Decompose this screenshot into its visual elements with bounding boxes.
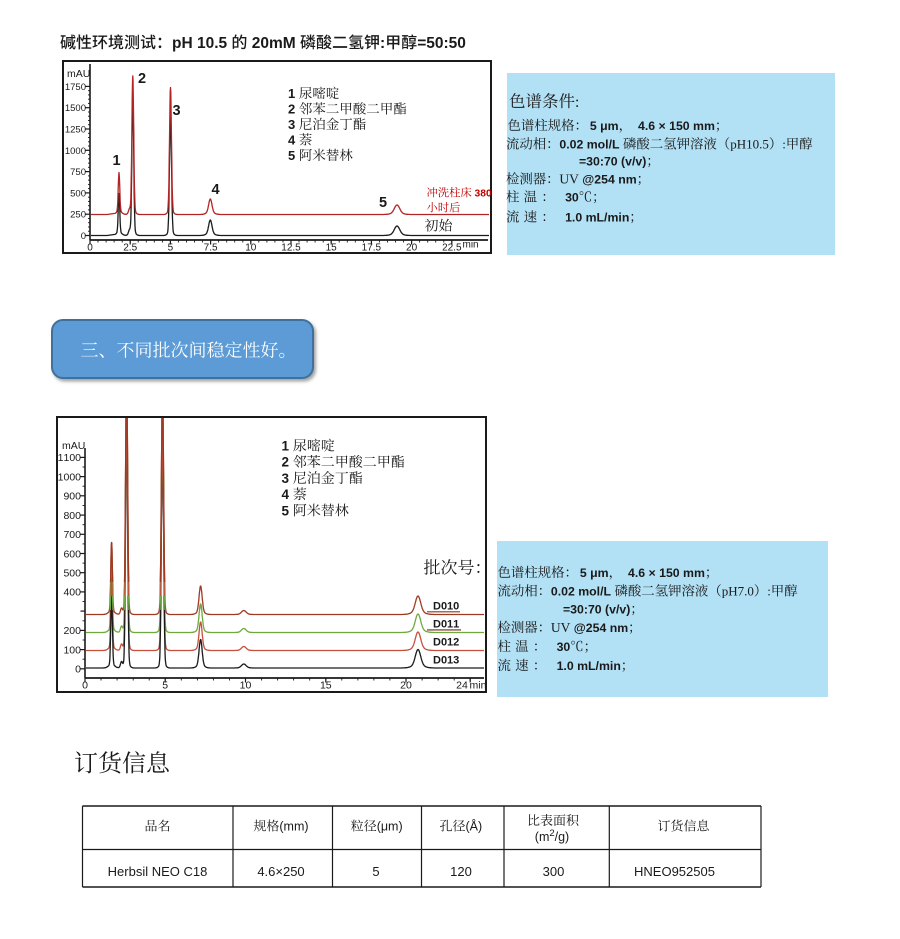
- svg-text:1: 1: [282, 439, 293, 454]
- svg-text:@254 nm: @254 nm: [582, 173, 636, 187]
- svg-text:1500: 1500: [65, 103, 86, 114]
- svg-text:3: 3: [288, 117, 299, 132]
- svg-text:15: 15: [326, 243, 338, 254]
- svg-text:380: 380: [472, 189, 492, 200]
- svg-text:(μm): (μm): [377, 820, 403, 834]
- svg-text:0: 0: [82, 680, 88, 692]
- svg-text:1250: 1250: [65, 125, 86, 136]
- svg-text:4.6×250: 4.6×250: [257, 864, 304, 879]
- svg-text:120: 120: [450, 864, 472, 879]
- svg-text:500: 500: [70, 188, 86, 199]
- svg-text:2: 2: [282, 455, 293, 470]
- svg-text:@254 nm: @254 nm: [574, 621, 628, 635]
- svg-text:20: 20: [406, 243, 418, 254]
- svg-text:D012: D012: [433, 637, 459, 649]
- svg-text::: :: [767, 584, 771, 599]
- svg-text:5: 5: [288, 148, 299, 163]
- svg-text:UV: UV: [559, 172, 582, 187]
- svg-text:2.5: 2.5: [123, 243, 137, 254]
- svg-text:4: 4: [288, 133, 299, 148]
- svg-text:pH7.0: pH7.0: [722, 584, 754, 599]
- svg-text:1: 1: [288, 86, 299, 101]
- svg-text:200: 200: [63, 625, 81, 637]
- svg-text:3: 3: [172, 103, 180, 119]
- svg-text:=30:70 (v/v): =30:70 (v/v): [579, 155, 646, 169]
- svg-text:22.5: 22.5: [442, 243, 462, 254]
- svg-text:4.6 × 150 mm: 4.6 × 150 mm: [628, 566, 705, 580]
- svg-text:10: 10: [240, 680, 252, 692]
- svg-text:800: 800: [63, 510, 81, 522]
- svg-text:20mM: 20mM: [247, 35, 300, 52]
- svg-text:4: 4: [282, 487, 293, 502]
- svg-text:750: 750: [70, 167, 86, 178]
- svg-text:0: 0: [81, 231, 86, 242]
- svg-text:5: 5: [162, 680, 168, 692]
- svg-text:min: min: [463, 240, 479, 251]
- svg-text:24: 24: [456, 680, 468, 692]
- svg-text:10: 10: [245, 243, 257, 254]
- svg-text:1000: 1000: [65, 146, 86, 157]
- svg-text::: :: [782, 137, 786, 152]
- svg-text:900: 900: [63, 491, 81, 503]
- svg-text::: :: [575, 94, 579, 111]
- svg-text:12.5: 12.5: [281, 243, 301, 254]
- svg-text:D010: D010: [433, 600, 459, 612]
- svg-text:(mm): (mm): [279, 820, 308, 834]
- svg-text:30: 30: [557, 640, 571, 654]
- svg-text:5: 5: [379, 195, 387, 211]
- svg-text:700: 700: [63, 529, 81, 541]
- svg-text:1750: 1750: [65, 82, 86, 93]
- svg-text:17.5: 17.5: [362, 243, 382, 254]
- svg-text:400: 400: [63, 587, 81, 599]
- svg-text:4: 4: [211, 182, 219, 198]
- svg-text:Herbsil NEO C18: Herbsil NEO C18: [108, 864, 208, 879]
- svg-text:=50:50: =50:50: [417, 35, 466, 52]
- svg-text:0.02 mol/L: 0.02 mol/L: [551, 585, 615, 599]
- svg-text:5: 5: [282, 503, 293, 518]
- svg-text:(Å): (Å): [466, 819, 483, 834]
- svg-text:100: 100: [63, 644, 81, 656]
- svg-text:4.6 × 150 mm: 4.6 × 150 mm: [638, 119, 715, 133]
- svg-text:250: 250: [70, 210, 86, 221]
- svg-text:1: 1: [112, 153, 120, 169]
- svg-text:0: 0: [87, 243, 93, 254]
- svg-text:5: 5: [168, 243, 174, 254]
- svg-text:mAU: mAU: [62, 440, 85, 452]
- svg-text:3: 3: [282, 471, 293, 486]
- svg-text:5 μm: 5 μm: [590, 119, 619, 133]
- svg-text:D011: D011: [433, 619, 459, 631]
- svg-text:15: 15: [320, 680, 332, 692]
- svg-text:1.0 mL/min: 1.0 mL/min: [557, 659, 621, 673]
- svg-text:2: 2: [549, 828, 554, 839]
- svg-text:min: min: [470, 680, 487, 692]
- svg-text:1100: 1100: [58, 452, 82, 464]
- svg-text::: :: [380, 35, 385, 52]
- svg-text:=30:70 (v/v): =30:70 (v/v): [563, 603, 630, 617]
- svg-text:mAU: mAU: [67, 68, 90, 80]
- svg-text:0: 0: [75, 664, 81, 676]
- svg-text:2: 2: [138, 71, 146, 87]
- svg-text:HNEO952505: HNEO952505: [634, 864, 715, 879]
- svg-text:5 μm: 5 μm: [580, 566, 609, 580]
- svg-text:7.5: 7.5: [204, 243, 218, 254]
- svg-text:600: 600: [63, 548, 81, 560]
- svg-text:UV: UV: [551, 620, 574, 635]
- svg-text:500: 500: [63, 568, 81, 580]
- svg-text:D013: D013: [433, 655, 459, 667]
- svg-text:/g): /g): [555, 830, 570, 844]
- svg-text:30: 30: [565, 191, 579, 205]
- svg-text:20: 20: [400, 680, 412, 692]
- svg-text:pH10.5: pH10.5: [730, 137, 769, 152]
- svg-text:1.0 mL/min: 1.0 mL/min: [565, 211, 629, 225]
- svg-text:0.02 mol/L: 0.02 mol/L: [559, 138, 623, 152]
- svg-text:1000: 1000: [58, 471, 82, 483]
- svg-text:5: 5: [372, 864, 379, 879]
- svg-text:300: 300: [543, 864, 565, 879]
- svg-text:2: 2: [288, 102, 299, 117]
- svg-text:pH 10.5: pH 10.5: [172, 35, 231, 52]
- svg-text:(m: (m: [535, 830, 550, 844]
